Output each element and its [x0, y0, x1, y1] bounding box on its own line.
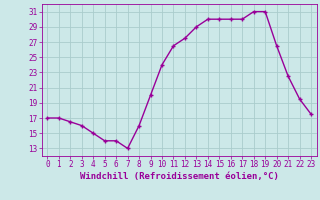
- X-axis label: Windchill (Refroidissement éolien,°C): Windchill (Refroidissement éolien,°C): [80, 172, 279, 181]
